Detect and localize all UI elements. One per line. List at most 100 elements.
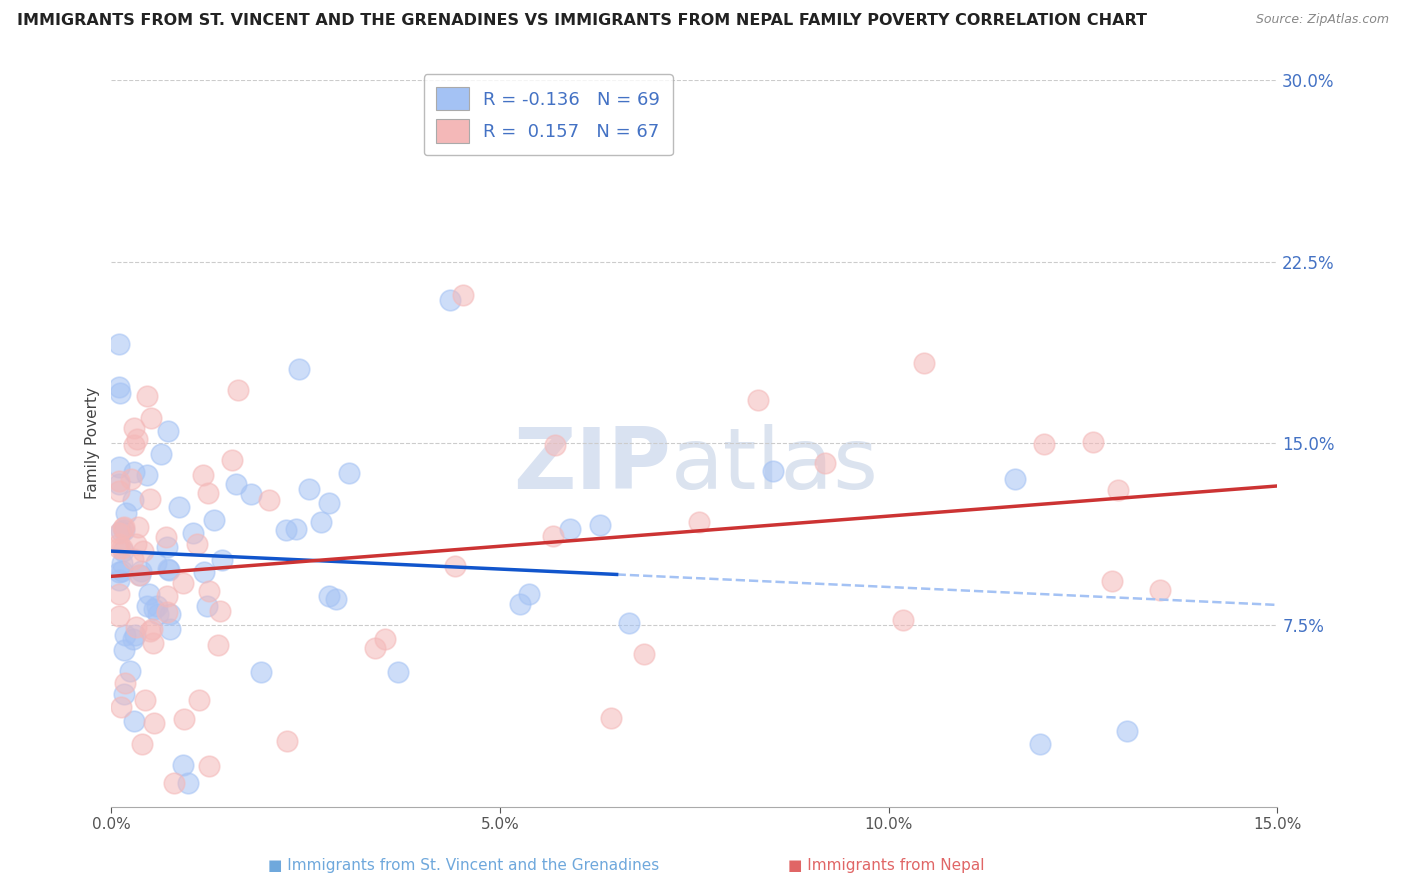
Point	[1029, 738, 1052, 752]
Point	[285, 522, 308, 536]
Point	[108, 337, 131, 351]
Point	[1107, 483, 1129, 497]
Point	[157, 562, 180, 576]
Point	[387, 665, 409, 680]
Point	[309, 515, 332, 529]
Text: ZIP: ZIP	[513, 424, 671, 507]
Point	[108, 385, 131, 400]
Point	[240, 486, 263, 500]
Point	[141, 622, 163, 636]
Point	[688, 515, 710, 529]
Point	[128, 568, 150, 582]
Point	[112, 687, 135, 701]
Point	[122, 438, 145, 452]
Point	[226, 383, 249, 397]
Text: Source: ZipAtlas.com: Source: ZipAtlas.com	[1256, 13, 1389, 27]
Point	[136, 389, 159, 403]
Point	[274, 523, 297, 537]
Point	[112, 524, 135, 538]
Point	[439, 293, 461, 307]
Point	[127, 432, 149, 446]
Point	[198, 759, 221, 773]
Point	[124, 421, 146, 435]
Point	[132, 544, 155, 558]
Point	[560, 522, 582, 536]
Point	[173, 711, 195, 725]
Point	[122, 714, 145, 728]
Point	[108, 476, 131, 491]
Point	[108, 573, 131, 587]
Point	[138, 587, 160, 601]
Point	[131, 737, 153, 751]
Point	[157, 563, 180, 577]
Point	[374, 632, 396, 647]
Point	[112, 544, 135, 558]
Point	[108, 474, 131, 488]
Point	[121, 493, 143, 508]
Point	[142, 716, 165, 731]
Point	[225, 476, 247, 491]
Point	[1081, 435, 1104, 450]
Point	[142, 602, 165, 616]
Point	[191, 467, 214, 482]
Point	[124, 537, 146, 551]
Point	[633, 648, 655, 662]
Point	[249, 665, 271, 680]
Point	[159, 607, 181, 622]
Point	[202, 513, 225, 527]
Legend: R = -0.136   N = 69, R =  0.157   N = 67: R = -0.136 N = 69, R = 0.157 N = 67	[423, 74, 672, 155]
Point	[145, 556, 167, 570]
Point	[177, 776, 200, 790]
Point	[149, 447, 172, 461]
Point	[318, 496, 340, 510]
Point	[111, 564, 134, 578]
Point	[162, 776, 184, 790]
Point	[208, 605, 231, 619]
Point	[298, 482, 321, 496]
Point	[112, 643, 135, 657]
Point	[108, 460, 131, 475]
Point	[211, 553, 233, 567]
Point	[114, 676, 136, 690]
Point	[108, 608, 131, 623]
Point	[111, 541, 134, 555]
Point	[114, 628, 136, 642]
Point	[110, 524, 132, 538]
Point	[600, 711, 623, 725]
Point	[541, 529, 564, 543]
Point	[157, 425, 180, 439]
Point	[120, 472, 142, 486]
Text: ■ Immigrants from St. Vincent and the Grenadines: ■ Immigrants from St. Vincent and the Gr…	[269, 858, 659, 872]
Point	[118, 664, 141, 678]
Point	[135, 599, 157, 613]
Point	[111, 556, 134, 570]
Point	[517, 586, 540, 600]
Point	[1101, 574, 1123, 588]
Point	[124, 628, 146, 642]
Point	[136, 468, 159, 483]
Text: ■ Immigrants from Nepal: ■ Immigrants from Nepal	[787, 858, 984, 872]
Point	[115, 506, 138, 520]
Point	[125, 620, 148, 634]
Point	[364, 641, 387, 656]
Point	[318, 589, 340, 603]
Point	[451, 288, 474, 302]
Text: atlas: atlas	[671, 424, 879, 507]
Point	[912, 356, 935, 370]
Point	[156, 589, 179, 603]
Point	[891, 613, 914, 627]
Point	[128, 568, 150, 582]
Point	[195, 599, 218, 613]
Y-axis label: Family Poverty: Family Poverty	[86, 387, 100, 500]
Point	[207, 638, 229, 652]
Point	[139, 624, 162, 638]
Point	[146, 599, 169, 613]
Point	[108, 537, 131, 551]
Point	[142, 636, 165, 650]
Point	[134, 692, 156, 706]
Point	[112, 520, 135, 534]
Point	[1033, 437, 1056, 451]
Point	[1004, 471, 1026, 485]
Point	[747, 392, 769, 407]
Point	[111, 521, 134, 535]
